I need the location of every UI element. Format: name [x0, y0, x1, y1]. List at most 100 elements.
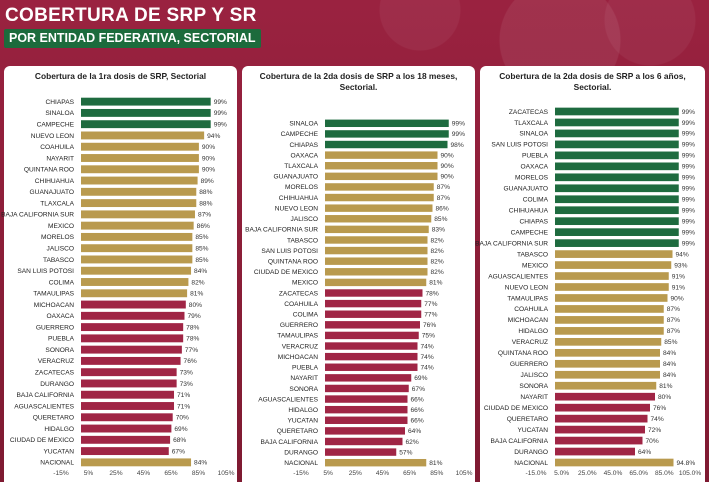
category-label: CHIHUAHUA	[35, 178, 75, 185]
data-label: 89%	[201, 178, 214, 185]
bar	[555, 162, 679, 171]
bar	[325, 427, 405, 435]
axis-tick-label: 65%	[164, 470, 177, 477]
data-label: 83%	[432, 227, 445, 234]
category-label: JALISCO	[521, 372, 548, 379]
bar	[81, 458, 192, 467]
bar	[555, 370, 660, 379]
category-label: NACIONAL	[40, 460, 74, 467]
bar	[325, 162, 438, 170]
bar	[81, 447, 169, 456]
category-label: SAN LUIS POTOSI	[17, 268, 74, 275]
data-label: 85%	[195, 257, 208, 264]
bar	[325, 458, 427, 467]
category-label: VERACRUZ	[512, 339, 548, 346]
bar	[555, 173, 679, 182]
category-label: BAJA CALIFORNIA	[490, 438, 548, 445]
data-label: 99%	[682, 229, 695, 236]
category-label: OAXACA	[521, 164, 549, 171]
bar	[555, 338, 662, 346]
data-label: 84%	[194, 460, 207, 467]
chart-title: Cobertura de la 1ra dosis de SRP, Sector…	[34, 71, 207, 81]
bar	[555, 359, 660, 368]
bar	[555, 425, 645, 434]
category-label: PUEBLA	[48, 336, 75, 343]
data-label: 90%	[441, 152, 454, 159]
data-label: 62%	[406, 439, 419, 446]
bar	[81, 187, 197, 196]
category-label: QUINTANA ROO	[24, 167, 74, 174]
data-label: 84%	[194, 268, 207, 275]
bar	[555, 195, 679, 204]
bar	[81, 165, 199, 174]
axis-tick-label: 65.0%	[629, 470, 648, 477]
chart-panel-second-dose-18m: Cobertura de la 2da dosis de SRP a los 1…	[242, 66, 475, 482]
bar	[81, 311, 185, 320]
data-label: 94%	[676, 251, 689, 258]
data-label: 94.8%	[677, 460, 696, 467]
category-label: GUERRERO	[510, 361, 548, 368]
data-label: 99%	[214, 110, 227, 117]
category-label: YUCATAN	[517, 427, 548, 434]
bar	[555, 381, 657, 390]
category-label: VERACRUZ	[38, 358, 74, 365]
bar	[325, 183, 434, 191]
data-label: 67%	[172, 448, 185, 455]
category-label: BAJA CALIFORNIA SUR	[245, 227, 318, 234]
data-label: 81%	[659, 383, 672, 390]
bar	[555, 283, 669, 291]
data-label: 78%	[186, 336, 199, 343]
axis-tick-label: 25%	[349, 470, 362, 477]
data-label: 78%	[186, 324, 199, 331]
data-label: 70%	[646, 438, 659, 445]
data-label: 87%	[437, 195, 450, 202]
bar	[81, 97, 211, 106]
data-label: 64%	[408, 428, 421, 435]
category-label: TAMAULIPAS	[277, 333, 318, 340]
bar	[325, 331, 419, 340]
bar	[555, 392, 655, 401]
bar	[325, 363, 418, 371]
data-label: 82%	[431, 258, 444, 265]
data-label: 81%	[429, 280, 442, 287]
bar	[325, 236, 428, 244]
bar	[325, 140, 448, 149]
bar	[325, 405, 408, 414]
data-label: 69%	[174, 426, 187, 433]
bar	[81, 154, 199, 162]
bar	[555, 250, 673, 258]
axis-tick-label: 105%	[218, 470, 235, 477]
bar	[325, 299, 422, 308]
data-label: 86%	[436, 205, 449, 212]
data-label: 87%	[667, 328, 680, 335]
page-subtitle: POR ENTIDAD FEDERATIVA, SECTORIAL	[4, 29, 261, 48]
axis-tick-label: -15.0%	[526, 470, 547, 477]
category-label: COAHUILA	[284, 301, 318, 308]
bar	[325, 119, 449, 128]
bar	[555, 272, 669, 280]
category-label: MEXICO	[292, 280, 318, 287]
data-label: 82%	[431, 248, 444, 255]
bar	[555, 327, 664, 335]
data-label: 87%	[437, 184, 450, 191]
axis-tick-label: -15%	[53, 470, 69, 477]
bar	[81, 266, 192, 275]
axis-tick-label: 5%	[323, 470, 333, 477]
bar	[81, 424, 172, 433]
data-label: 64%	[638, 449, 651, 456]
data-label: 66%	[411, 418, 424, 425]
data-label: 80%	[189, 302, 202, 309]
data-label: 99%	[682, 186, 695, 193]
bar	[81, 221, 194, 230]
bar	[555, 305, 664, 313]
data-label: 77%	[185, 347, 198, 354]
bar	[555, 458, 674, 467]
bar	[555, 140, 679, 149]
data-label: 74%	[651, 416, 664, 423]
bar	[81, 199, 197, 208]
data-label: 94%	[207, 133, 220, 140]
category-label: COAHUILA	[40, 144, 74, 151]
category-label: DURANGO	[284, 449, 318, 456]
bar	[81, 244, 193, 253]
category-label: CIUDAD DE MEXICO	[254, 269, 318, 276]
